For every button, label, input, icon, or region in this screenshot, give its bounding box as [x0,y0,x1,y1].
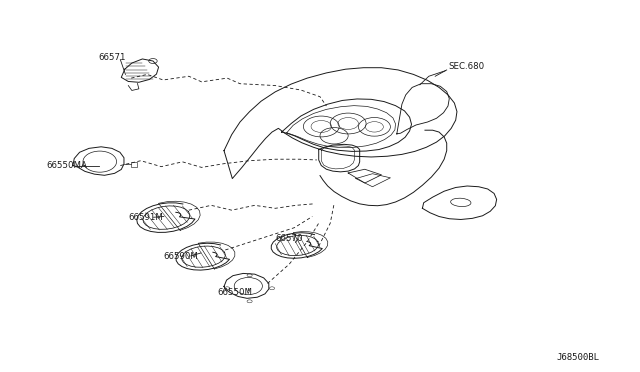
Text: 66591M: 66591M [128,213,163,222]
Text: 66571: 66571 [99,53,125,62]
Text: SEC.680: SEC.680 [448,62,484,71]
Text: 66550MA: 66550MA [46,161,87,170]
Text: 66570: 66570 [275,234,303,243]
Text: 66550M: 66550M [218,288,253,296]
Text: 66590M: 66590M [163,252,198,261]
Bar [131,162,138,167]
Text: J68500BL: J68500BL [557,353,600,362]
